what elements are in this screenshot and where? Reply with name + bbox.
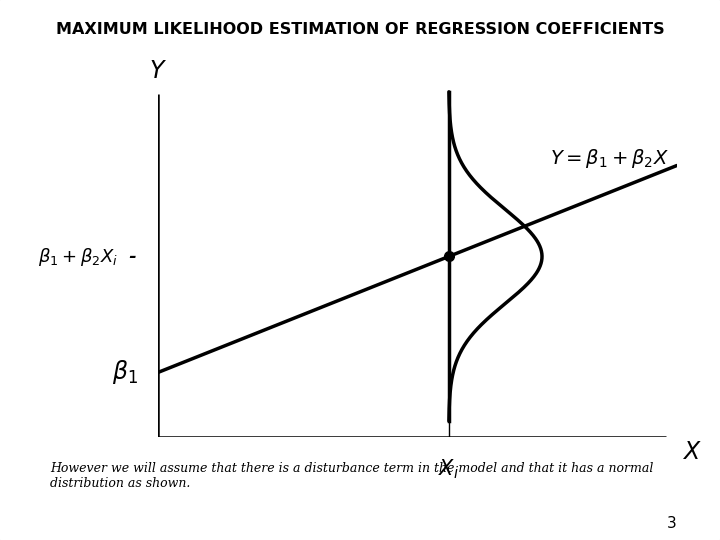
Text: However we will assume that there is a disturbance term in the model and that it: However we will assume that there is a d… xyxy=(50,462,654,490)
Text: $\mathit{X}$: $\mathit{X}$ xyxy=(682,440,701,464)
Text: $\mathit{\beta_1}$: $\mathit{\beta_1}$ xyxy=(112,358,138,386)
Text: $\mathit{\beta_1 + \beta_2 X_i}$  -: $\mathit{\beta_1 + \beta_2 X_i}$ - xyxy=(38,246,138,267)
Text: MAXIMUM LIKELIHOOD ESTIMATION OF REGRESSION COEFFICIENTS: MAXIMUM LIKELIHOOD ESTIMATION OF REGRESS… xyxy=(55,22,665,37)
Text: $\mathit{X_i}$: $\mathit{X_i}$ xyxy=(438,457,459,481)
Text: $\mathit{Y}$: $\mathit{Y}$ xyxy=(150,59,167,83)
Text: 3: 3 xyxy=(667,516,677,531)
Text: $\mathit{Y = \beta_1 + \beta_2 X}$: $\mathit{Y = \beta_1 + \beta_2 X}$ xyxy=(550,147,669,170)
